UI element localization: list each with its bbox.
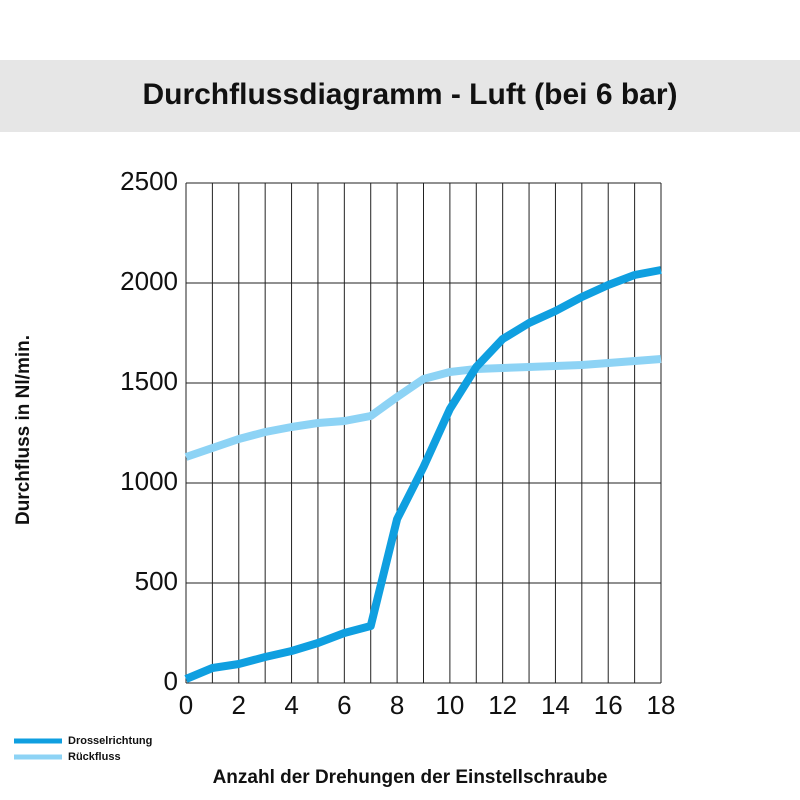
x-tick-label: 8	[390, 690, 404, 720]
x-tick-label: 12	[488, 690, 517, 720]
line-series	[184, 266, 662, 683]
x-tick-label: 16	[594, 690, 623, 720]
y-tick-label: 0	[164, 666, 178, 696]
x-tick-label: 6	[337, 690, 351, 720]
chart-title: Durchflussdiagramm - Luft (bei 6 bar)	[142, 78, 677, 111]
x-tick-label: 18	[647, 690, 676, 720]
y-tick-label: 500	[135, 566, 178, 596]
legend-label: Rückfluss	[68, 751, 121, 763]
y-tick-label: 1500	[120, 366, 178, 396]
y-tick-label: 2500	[120, 166, 178, 196]
x-tick-label: 0	[179, 690, 193, 720]
y-tick-label: 1000	[120, 466, 178, 496]
title-band	[0, 60, 800, 132]
y-axis-label: Durchfluss in Nl/min.	[13, 335, 34, 525]
line-series	[184, 355, 662, 461]
x-tick-label: 10	[435, 690, 464, 720]
legend-label: Drosselrichtung	[68, 735, 152, 747]
x-tick-label: 2	[232, 690, 246, 720]
x-tick-label: 4	[284, 690, 298, 720]
x-tick-label: 14	[541, 690, 570, 720]
y-tick-label: 2000	[120, 266, 178, 296]
x-axis-label: Anzahl der Drehungen der Einstellschraub…	[213, 767, 608, 788]
